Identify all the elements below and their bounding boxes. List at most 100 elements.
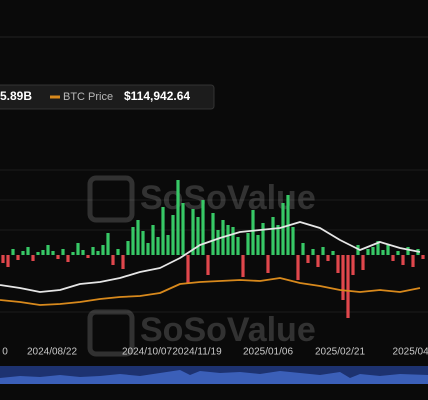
legend: 5.89B BTC Price $114,942.64 — [0, 84, 215, 110]
x-tick-label: 2025/04/ — [393, 347, 428, 358]
bar — [151, 225, 155, 255]
bar — [331, 251, 335, 255]
watermark-text: SoSoValue — [140, 311, 316, 349]
bar — [341, 255, 345, 300]
x-tick-label: 2025/02/21 — [315, 347, 365, 358]
bar — [101, 245, 105, 255]
line — [0, 221, 421, 293]
bar — [66, 255, 70, 262]
line — [0, 277, 421, 306]
bar — [141, 231, 145, 255]
bar — [196, 217, 200, 255]
bar — [121, 255, 125, 269]
bar — [86, 255, 90, 258]
x-tick-label: 2024/08/22 — [27, 347, 77, 358]
bar — [191, 209, 195, 255]
bar — [21, 251, 25, 255]
bar — [76, 243, 80, 255]
bar — [116, 249, 120, 255]
bar — [346, 255, 350, 318]
bar — [146, 243, 150, 255]
bar — [256, 235, 260, 255]
x-tick-label: 2025/01/06 — [243, 347, 293, 358]
bar — [81, 250, 85, 255]
x-tick-label: 2024/10/07 — [122, 347, 172, 358]
bar — [31, 255, 35, 261]
bar — [56, 255, 60, 259]
bar — [391, 255, 395, 261]
bar — [336, 255, 340, 273]
bar — [276, 225, 280, 255]
legend-label: BTC Price — [63, 91, 113, 103]
bar — [281, 203, 285, 255]
bar — [206, 255, 210, 275]
legend-value: $114,942.64 — [124, 89, 190, 103]
bar — [111, 255, 115, 265]
legend-box — [0, 84, 215, 110]
bar — [226, 225, 230, 255]
bar — [251, 210, 255, 255]
bar — [51, 251, 55, 255]
bar — [351, 255, 355, 275]
bar — [366, 249, 370, 255]
bar — [231, 227, 235, 255]
bar — [296, 255, 300, 280]
bar — [271, 217, 275, 255]
bar — [131, 227, 135, 255]
bar — [136, 220, 140, 255]
bar — [11, 249, 15, 255]
bar — [411, 255, 415, 267]
plot-area — [0, 180, 425, 318]
watermark-logo — [87, 175, 135, 223]
bar — [316, 255, 320, 267]
watermark: SoSoValue SoSoValue — [87, 175, 316, 357]
bar — [186, 255, 190, 283]
bar — [71, 252, 75, 255]
bar — [1, 255, 5, 263]
bar — [201, 200, 205, 255]
bar — [266, 255, 270, 273]
bar — [46, 245, 50, 255]
bar — [386, 245, 390, 255]
bar — [91, 247, 95, 255]
bar — [161, 207, 165, 255]
bar — [36, 252, 40, 255]
bar — [361, 255, 365, 270]
bar — [301, 243, 305, 255]
bar — [321, 247, 325, 255]
bar — [181, 203, 185, 255]
bar — [41, 250, 45, 255]
bar — [176, 180, 180, 255]
bar — [381, 250, 385, 255]
bar — [371, 247, 375, 255]
legend-value: 5.89B — [0, 89, 32, 103]
bar — [311, 249, 315, 255]
bar — [396, 251, 400, 255]
bar — [61, 249, 65, 255]
bar — [326, 255, 330, 261]
bar — [406, 247, 410, 255]
bar — [306, 255, 310, 263]
bar — [236, 237, 240, 255]
bar — [241, 255, 245, 277]
bar — [96, 251, 100, 255]
bar — [106, 233, 110, 255]
bar — [291, 227, 295, 255]
bar — [216, 230, 220, 255]
bar — [26, 247, 30, 255]
bar — [126, 241, 130, 255]
bar — [376, 241, 380, 255]
bar — [156, 237, 160, 255]
bar — [171, 215, 175, 255]
x-tick-label: 2024/11/19 — [172, 347, 222, 358]
bar — [211, 213, 215, 255]
x-tick-label: 0 — [2, 347, 8, 358]
bar — [246, 233, 250, 255]
bar — [421, 255, 425, 259]
bar — [16, 255, 20, 260]
watermark-logo — [87, 309, 135, 357]
navigator — [0, 366, 428, 384]
bar — [166, 235, 170, 255]
